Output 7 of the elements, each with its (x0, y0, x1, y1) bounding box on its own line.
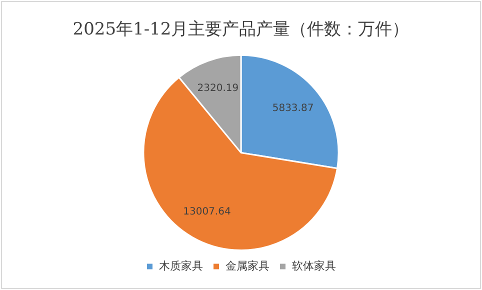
legend-label: 软体家具 (292, 259, 336, 272)
data-label: 5833.87 (272, 103, 314, 114)
legend-label: 金属家具 (225, 259, 270, 272)
chart-title: 2025年1-12月主要产品产量（件数：万件） (72, 20, 410, 40)
data-label: 13007.64 (183, 206, 231, 218)
legend-label: 木质家具 (158, 259, 203, 272)
data-label: 2320.19 (197, 83, 239, 94)
